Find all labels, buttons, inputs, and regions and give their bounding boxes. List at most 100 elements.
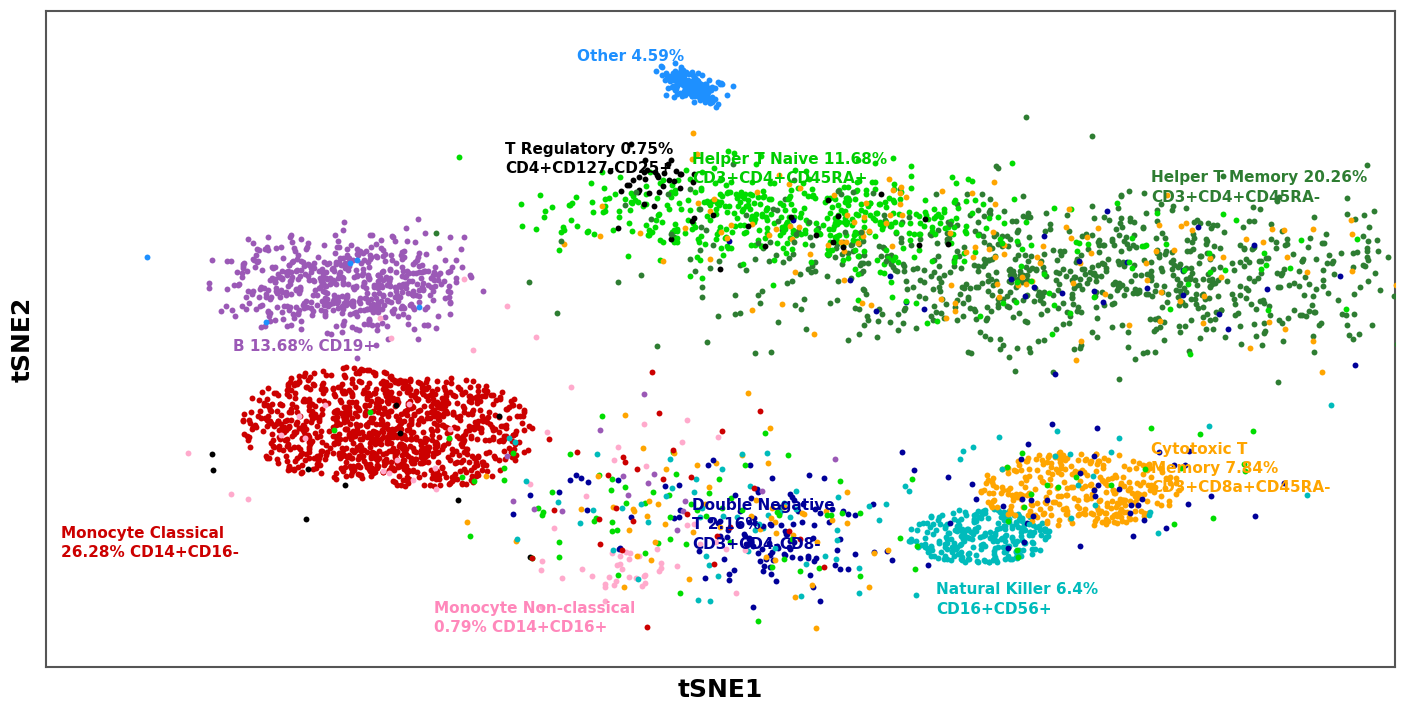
Point — [270, 409, 293, 421]
Point — [993, 520, 1016, 531]
Point — [1259, 218, 1282, 230]
Point — [817, 243, 840, 255]
Point — [1054, 502, 1077, 513]
Point — [1010, 515, 1033, 527]
Point — [647, 187, 670, 198]
Point — [295, 513, 317, 525]
Point — [320, 264, 343, 275]
Point — [797, 553, 820, 564]
Point — [958, 533, 980, 544]
Point — [804, 224, 827, 235]
Point — [851, 265, 874, 277]
Point — [761, 555, 784, 566]
Point — [411, 259, 434, 270]
Point — [401, 289, 424, 301]
Point — [680, 223, 703, 235]
Point — [1083, 267, 1106, 279]
Point — [965, 525, 988, 536]
Point — [889, 533, 912, 544]
Point — [851, 257, 874, 269]
Point — [1067, 466, 1090, 477]
Point — [394, 271, 417, 282]
Point — [441, 409, 464, 420]
Point — [928, 272, 951, 283]
Point — [921, 544, 943, 555]
Point — [1005, 278, 1027, 289]
Point — [760, 503, 783, 514]
Point — [785, 228, 808, 240]
Point — [300, 436, 323, 448]
Point — [952, 297, 975, 309]
Point — [552, 239, 575, 250]
Point — [707, 256, 730, 267]
Point — [1322, 269, 1345, 280]
Point — [924, 229, 946, 240]
Point — [1091, 239, 1114, 250]
Point — [929, 285, 952, 297]
Point — [716, 232, 739, 244]
Point — [693, 81, 716, 92]
Point — [366, 398, 388, 409]
Point — [985, 555, 1007, 566]
Point — [545, 307, 568, 319]
Point — [1116, 506, 1138, 517]
Point — [1101, 485, 1124, 496]
Point — [1249, 203, 1272, 215]
Point — [778, 192, 801, 203]
Point — [794, 324, 817, 335]
Point — [758, 518, 781, 530]
Point — [1097, 473, 1120, 485]
Point — [1123, 259, 1146, 270]
Point — [1083, 490, 1106, 501]
Point — [1244, 215, 1266, 226]
Point — [703, 163, 726, 174]
Point — [360, 471, 383, 482]
Point — [482, 450, 505, 461]
Point — [279, 275, 302, 286]
Point — [176, 448, 199, 459]
Point — [712, 510, 734, 521]
Point — [258, 284, 280, 295]
Point — [1076, 493, 1099, 505]
Point — [1192, 301, 1215, 312]
Point — [882, 261, 905, 272]
Point — [966, 281, 989, 292]
Point — [733, 219, 756, 230]
Point — [381, 308, 404, 319]
Point — [680, 75, 703, 86]
Point — [693, 88, 716, 99]
Point — [263, 261, 286, 272]
Point — [370, 433, 393, 444]
Point — [1318, 287, 1340, 299]
Point — [374, 390, 397, 401]
Point — [448, 465, 471, 476]
Point — [256, 231, 279, 242]
Point — [1035, 523, 1057, 535]
Point — [850, 267, 872, 279]
Point — [1123, 216, 1146, 227]
Point — [357, 318, 380, 329]
Point — [686, 74, 709, 86]
Point — [363, 435, 386, 446]
Point — [249, 406, 272, 417]
Point — [401, 464, 424, 476]
Point — [519, 478, 542, 489]
Point — [391, 381, 414, 392]
Point — [1148, 322, 1171, 333]
Point — [1302, 307, 1325, 318]
Point — [1089, 494, 1111, 506]
Point — [898, 206, 921, 217]
Point — [1295, 310, 1318, 322]
Point — [270, 424, 293, 435]
Point — [801, 239, 824, 250]
Point — [467, 415, 490, 426]
Point — [686, 75, 709, 86]
Point — [768, 229, 791, 240]
Point — [421, 447, 444, 458]
Point — [265, 419, 287, 430]
Point — [780, 491, 803, 502]
Point — [996, 508, 1019, 520]
Point — [297, 443, 320, 454]
Point — [324, 278, 347, 289]
Point — [1140, 423, 1163, 434]
